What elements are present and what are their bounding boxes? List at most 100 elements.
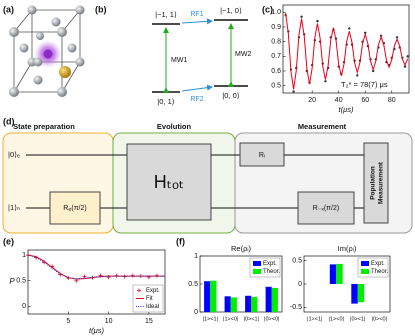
y-tick-label: 0.9 (271, 24, 281, 31)
input-state: |1⟩ₙ (8, 203, 20, 212)
y-tick-label: 0 (298, 281, 302, 288)
y-tick-label: 0.5 (188, 281, 198, 288)
y-tick-label: 0.7 (271, 53, 281, 60)
bar (329, 264, 337, 284)
y-tick-label: 0.5 (16, 278, 26, 285)
transition-label: RF1 (190, 11, 203, 18)
section-title: State preparation (13, 122, 75, 131)
legend-label: Fit (146, 296, 153, 302)
bar (336, 263, 343, 284)
x-tick-label: |1><1| (203, 316, 218, 322)
x-tick-label: |0><1| (244, 316, 259, 322)
panel-label: (f) (176, 236, 185, 246)
transition-label: MW2 (235, 51, 251, 58)
gate-label: R₋ₓ(π/2) (313, 205, 339, 212)
data-point (130, 273, 135, 278)
level-label: |−1, 0⟩ (220, 6, 242, 15)
data-point (348, 27, 351, 30)
bar (245, 295, 252, 312)
panel-label: (b) (95, 4, 107, 14)
chart-title: Im(ρᵢ) (338, 244, 357, 253)
gate-label: Hₜₒₜ (154, 172, 184, 192)
y-tick-label: 0 (22, 303, 26, 310)
y-tick-label: 0.5 (271, 83, 281, 90)
readout-label: Population (370, 166, 377, 200)
legend-label: Theor. (371, 269, 388, 275)
data-point (154, 273, 159, 278)
x-axis-label: t(μs) (339, 105, 354, 114)
annotation: T₂* = 78(7) μs (341, 80, 388, 89)
legend-swatch (253, 269, 261, 274)
bar (230, 297, 237, 312)
x-tick-label: 5 (66, 318, 70, 325)
data-point (356, 74, 359, 77)
readout-label: Measurement (378, 161, 385, 204)
transition-label: MW1 (171, 57, 187, 64)
x-tick-label: 20 (308, 97, 316, 104)
x-tick-label: 60 (361, 97, 369, 104)
legend-swatch (361, 261, 369, 266)
level-label: |−1, 1⟩ (155, 10, 177, 19)
legend-label: Expt. (263, 261, 277, 267)
data-point (114, 273, 119, 278)
bar (271, 287, 278, 312)
bar (204, 281, 211, 312)
data-point (82, 274, 87, 279)
x-tick-label: 80 (388, 97, 396, 104)
section-title: Measurement (298, 122, 347, 131)
legend-swatch (253, 261, 261, 266)
x-tick-label: 15 (145, 318, 153, 325)
data-point (300, 15, 303, 18)
data-point (324, 80, 327, 83)
gates (49, 142, 389, 225)
data-line (27, 254, 165, 280)
bar (357, 284, 365, 303)
legend-label: Expt. (371, 261, 385, 267)
data-point (316, 19, 319, 23)
legend-label: Expt. (146, 288, 160, 294)
x-tick-label: 40 (335, 97, 343, 104)
x-tick-label: |0><0| (372, 316, 387, 322)
x-tick-label: |0><1| (350, 316, 365, 322)
y-tick-label: 0.6 (271, 68, 281, 75)
bar (251, 296, 258, 312)
panel-label: (c) (262, 4, 273, 14)
panel-label: (e) (3, 236, 14, 246)
data-point (406, 55, 409, 58)
chart-title: Re(ρᵢ) (231, 244, 252, 253)
level-label: |0, 1⟩ (157, 97, 174, 106)
x-tick-label: |1><0| (223, 316, 238, 322)
y-tick-label: -0.5 (290, 304, 302, 311)
data-point (395, 36, 399, 39)
y-tick-label: 1 (22, 252, 26, 259)
data-point (403, 65, 407, 68)
data-point (122, 274, 127, 279)
x-tick-label: |0><0| (264, 316, 279, 322)
legend-label: Theor. (263, 269, 280, 275)
atoms (9, 5, 85, 97)
section-title: Evolution (157, 122, 192, 131)
transition-label: RF2 (190, 96, 203, 103)
bar (210, 280, 217, 312)
x-axis-label: t(μs) (89, 326, 104, 335)
y-axis-label: P (9, 277, 15, 286)
y-tick-label: 0 (194, 309, 198, 316)
gate-label: Rᵢ (259, 152, 265, 159)
data-line (285, 13, 409, 90)
gate-label: Rᵩ(π/2) (63, 205, 86, 212)
input-state: |0⟩ₑ (8, 150, 20, 159)
level-label: |0, 0⟩ (222, 91, 239, 100)
panel-label: (a) (3, 4, 14, 14)
bar (224, 296, 231, 312)
y-tick-label: 1.0 (271, 9, 281, 16)
legend-label: Ideal (146, 304, 159, 310)
bar (351, 284, 358, 304)
y-tick-label: 1 (194, 253, 198, 260)
transition-arrows (163, 18, 234, 93)
x-tick-label: |1><1| (307, 316, 322, 322)
panel-label: (d) (3, 116, 15, 126)
y-tick-label: 0.8 (271, 39, 281, 46)
data-point (292, 90, 295, 93)
legend-swatch (361, 269, 369, 274)
